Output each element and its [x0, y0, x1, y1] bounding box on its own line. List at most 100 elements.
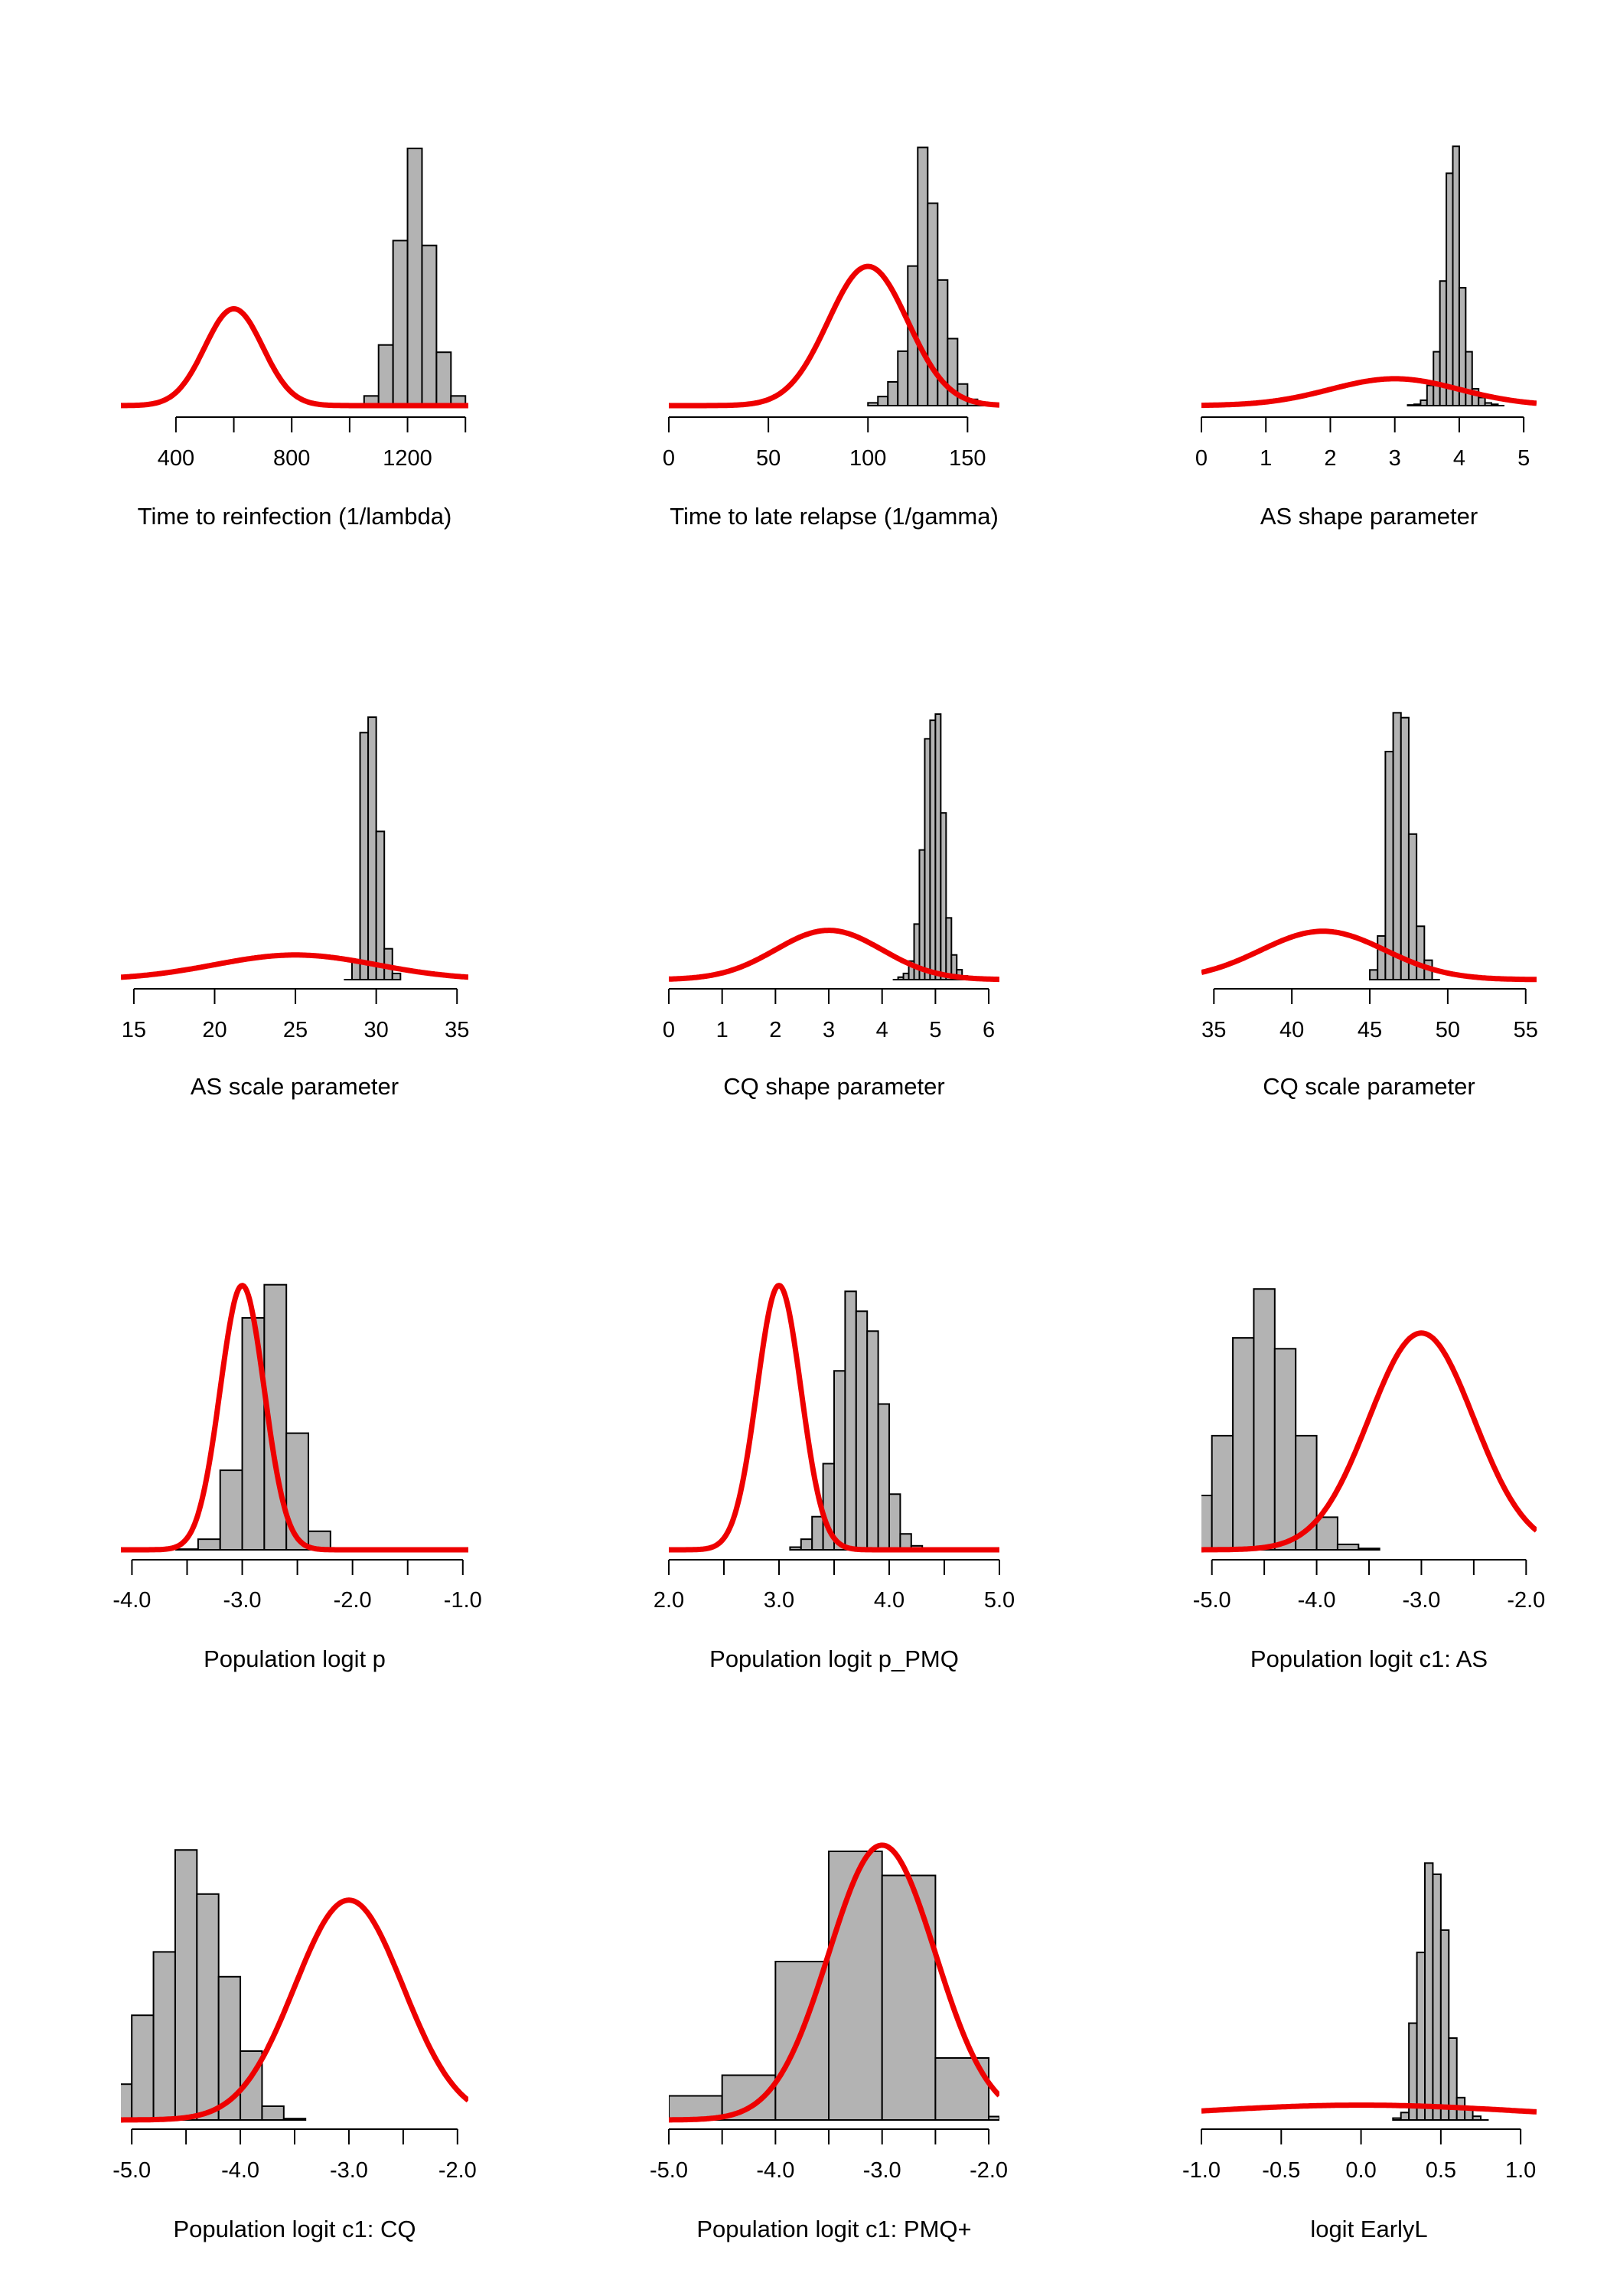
prior-density-curve — [1201, 2102, 1537, 2115]
x-tick-label: -5.0 — [112, 2158, 151, 2183]
histogram-bar — [881, 1874, 937, 2121]
panel-4: 15 20 25 30 35 AS scale parameter — [121, 716, 469, 1100]
histogram-bar — [917, 146, 929, 406]
histogram-bar — [1439, 1929, 1450, 2121]
x-tick-label: -1.0 — [1182, 2158, 1221, 2183]
histogram-bar — [887, 380, 899, 406]
x-axis-label: Population logit c1: AS — [1250, 1645, 1488, 1672]
histogram-bar — [1416, 1952, 1426, 2121]
histogram-bar — [367, 716, 377, 981]
x-tick-label: 5.0 — [984, 1588, 1015, 1613]
prior-density-curve — [669, 263, 999, 409]
histogram-bar — [1426, 384, 1435, 407]
x-tick-label: 800 — [273, 446, 310, 471]
histogram-bar — [833, 1370, 846, 1551]
histogram-bar — [219, 1469, 243, 1551]
x-tick-label: -3.0 — [1402, 1588, 1440, 1613]
histogram-bar — [945, 917, 953, 981]
panel-3: 0 1 2 3 4 5 AS shape parameter — [1195, 145, 1537, 530]
x-axis-label: Population logit p_PMQ — [709, 1645, 959, 1672]
histogram-bar — [1420, 399, 1428, 407]
x-tick-label: -4.0 — [112, 1588, 151, 1613]
histogram-bar — [1433, 351, 1441, 407]
prior-density-curve — [121, 306, 468, 409]
histogram-bar — [1336, 1543, 1360, 1551]
x-tick-label: 5 — [1517, 446, 1530, 471]
histogram-bar — [1392, 712, 1402, 980]
prior-density-curve — [121, 952, 468, 980]
x-tick-label: 4 — [1453, 446, 1465, 471]
x-axis-label: AS scale parameter — [191, 1073, 399, 1100]
histogram-bar — [918, 849, 926, 981]
x-tick-label: 1.0 — [1505, 2158, 1536, 2183]
x-tick-label: -4.0 — [756, 2158, 794, 2183]
histogram-bar — [261, 2105, 285, 2121]
x-axis-label: logit EarlyL — [1310, 2216, 1427, 2242]
histogram-bar — [174, 1849, 198, 2121]
histogram-bar — [1432, 1873, 1442, 2122]
histogram-bar — [1478, 396, 1486, 407]
panel-2: 0 50 100 150 Time to late relapse (1/gamma) — [663, 146, 999, 530]
prior-density-curve — [669, 1842, 999, 2123]
prior-density-curve — [669, 1283, 999, 1553]
x-tick-label: 3.0 — [764, 1588, 794, 1613]
x-tick-label: 100 — [849, 446, 886, 471]
x-tick-label: 2 — [1324, 446, 1336, 471]
x-tick-label: 50 — [756, 446, 781, 471]
x-tick-label: -1.0 — [444, 1588, 482, 1613]
x-tick-label: 1200 — [383, 446, 432, 471]
histogram-bar — [866, 1330, 879, 1551]
histogram-bar — [800, 1538, 813, 1551]
x-tick-label: 45 — [1358, 1018, 1382, 1042]
x-axis-label: Population logit p — [204, 1645, 386, 1672]
histogram-bar — [375, 830, 386, 981]
panel-7: -4.0 -3.0 -2.0 -1.0 Population logit p — [112, 1283, 482, 1672]
histogram-bar — [828, 1851, 883, 2121]
histogram-bar — [1369, 969, 1379, 980]
histogram-bar — [152, 1951, 176, 2121]
x-tick-label: -5.0 — [1193, 1588, 1231, 1613]
x-axis-label: Population logit c1: PMQ+ — [696, 2216, 971, 2242]
histogram-bar — [131, 2014, 155, 2121]
histogram-bar — [877, 396, 889, 407]
histogram-bar — [392, 240, 409, 406]
x-tick-label: -4.0 — [221, 2158, 259, 2183]
x-tick-label: 25 — [283, 1018, 308, 1042]
x-tick-label: 0 — [663, 1018, 675, 1042]
histogram-bar — [1201, 1495, 1213, 1551]
panel-5: 0 1 2 3 4 5 6 CQ shape parameter — [663, 713, 999, 1100]
histogram-bar — [913, 923, 921, 980]
x-tick-label: 3 — [1389, 446, 1401, 471]
x-tick-label: 1 — [716, 1018, 729, 1042]
panel-12: -1.0 -0.5 0.0 0.5 1.0 logit EarlyL — [1182, 1862, 1537, 2242]
histogram-bar — [391, 972, 402, 980]
histogram-bar — [888, 1493, 901, 1551]
prior-density-curve — [669, 928, 999, 983]
prior-density-curve — [1201, 928, 1537, 983]
histogram-bar — [285, 1432, 310, 1551]
x-tick-label: 50 — [1436, 1018, 1460, 1042]
x-tick-label: 30 — [364, 1018, 389, 1042]
x-tick-label: -0.5 — [1262, 2158, 1300, 2183]
x-tick-label: 2.0 — [654, 1588, 684, 1613]
histogram-bar — [1253, 1288, 1276, 1551]
panel-9: -5.0 -4.0 -3.0 -2.0 Population logit c1: AS — [1193, 1288, 1545, 1672]
x-tick-label: 5 — [929, 1018, 941, 1042]
histogram-bar — [1273, 1348, 1297, 1551]
histogram-bar — [435, 351, 452, 406]
histogram-bar — [359, 732, 370, 980]
x-tick-label: -3.0 — [330, 2158, 368, 2183]
histogram-bar — [377, 344, 394, 407]
x-tick-label: 0.5 — [1426, 2158, 1456, 2183]
x-tick-label: 15 — [122, 1018, 146, 1042]
x-tick-label: -5.0 — [650, 2158, 688, 2183]
panel-11: -5.0 -4.0 -3.0 -2.0 Population logit c1: PMQ… — [650, 1842, 1008, 2242]
x-tick-label: 20 — [202, 1018, 227, 1042]
histogram-bar — [1400, 2112, 1410, 2121]
x-axis-label: Time to late relapse (1/gamma) — [670, 503, 999, 530]
histogram-bar — [1211, 1434, 1234, 1551]
histogram-bar — [196, 1893, 220, 2122]
histogram-bar — [902, 972, 910, 980]
histogram-bar — [1400, 716, 1410, 981]
